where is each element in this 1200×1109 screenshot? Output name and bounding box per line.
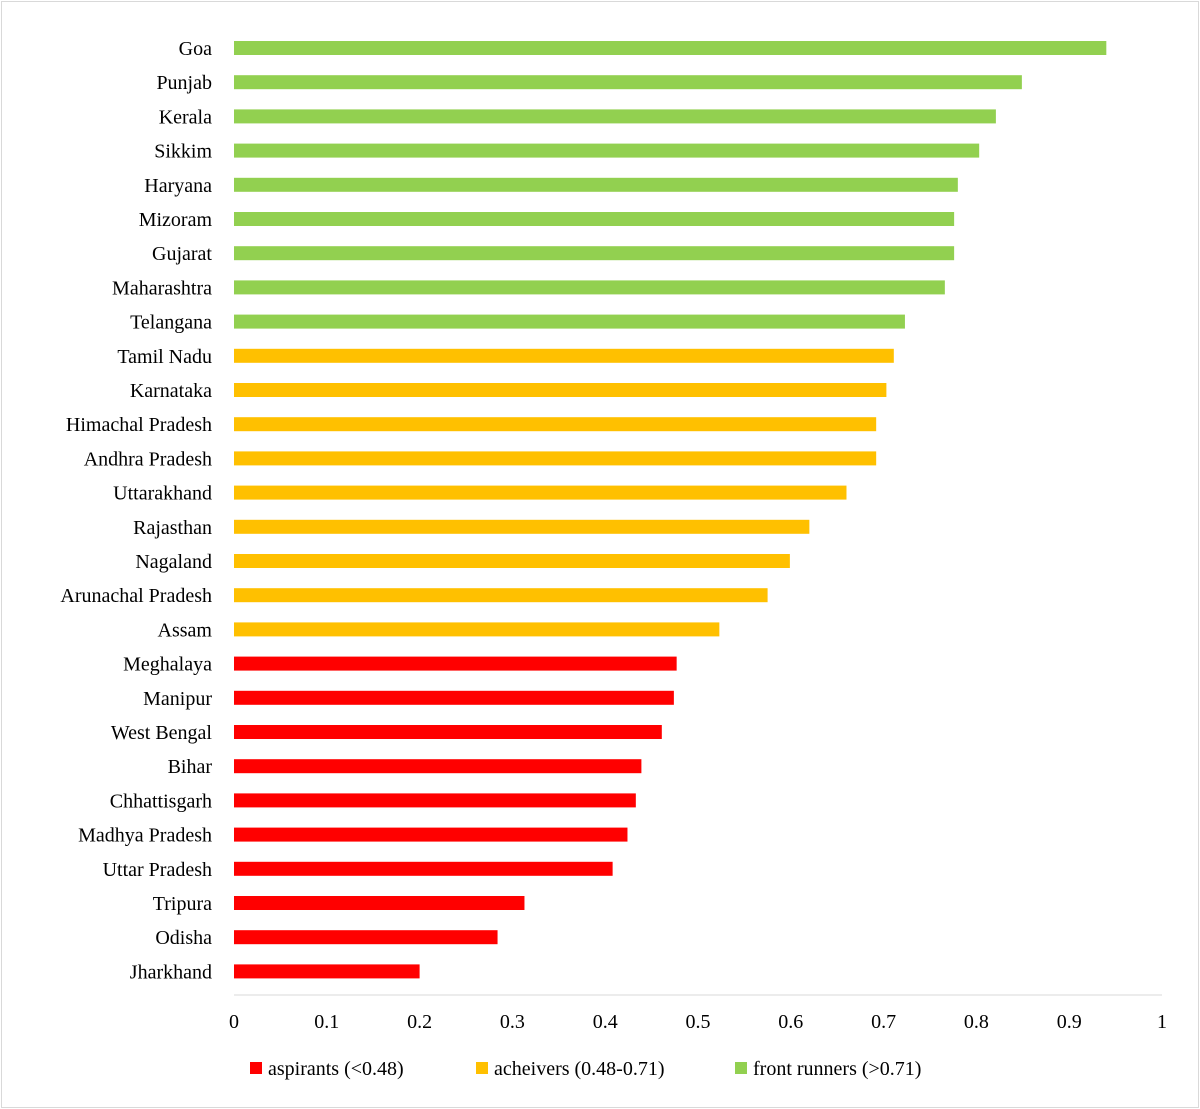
x-tick-label: 0.2 [407, 1011, 432, 1033]
category-label: Odisha [155, 927, 212, 949]
category-label: Himachal Pradesh [66, 414, 212, 436]
bar [234, 314, 905, 329]
bar [234, 177, 958, 192]
bar [234, 143, 980, 158]
category-label: Chhattisgarh [110, 790, 212, 812]
category-label: Tamil Nadu [117, 346, 212, 368]
bar [234, 690, 674, 705]
bar [234, 417, 877, 432]
category-label: Tripura [153, 893, 212, 915]
bar [234, 896, 525, 910]
category-label: Mizoram [139, 209, 213, 231]
bar [234, 348, 894, 363]
category-label: Karnataka [130, 380, 212, 402]
bar [234, 41, 1107, 55]
bar [234, 75, 1022, 90]
category-label: Meghalaya [123, 654, 212, 676]
bar [234, 280, 945, 295]
category-label: Sikkim [154, 141, 212, 163]
legend-swatch [250, 1062, 262, 1074]
category-label: Arunachal Pradesh [60, 585, 212, 607]
x-tick-label: 0.9 [1057, 1011, 1082, 1033]
category-label: Jharkhand [130, 961, 212, 983]
category-label: Gujarat [152, 243, 212, 265]
x-tick-label: 0.5 [686, 1011, 711, 1033]
category-label: Andhra Pradesh [84, 448, 212, 470]
x-axis-ticks: 0 0.1 0.2 0.3 0.4 0.5 0.6 0.7 0.8 0.9 1 [229, 1011, 1167, 1033]
x-tick-label: 0.3 [500, 1011, 525, 1033]
bar [234, 656, 677, 671]
category-label: Kerala [159, 106, 212, 128]
bar [234, 212, 955, 226]
bar [234, 793, 636, 808]
legend: aspirants (<0.48) acheivers (0.48-0.71) fr… [250, 1058, 921, 1080]
bar [234, 964, 420, 979]
x-tick-label: 0.4 [593, 1011, 618, 1033]
bar [234, 383, 887, 397]
bar [234, 519, 810, 534]
category-label: Manipur [143, 688, 212, 710]
legend-label: acheivers (0.48-0.71) [494, 1058, 665, 1080]
bar [234, 485, 847, 500]
category-label: Rajasthan [133, 517, 212, 539]
x-tick-label: 1 [1157, 1011, 1167, 1033]
bar [234, 588, 768, 603]
bar [234, 246, 955, 261]
category-label: Haryana [144, 175, 212, 197]
bar [234, 759, 642, 774]
category-label: West Bengal [111, 722, 213, 744]
x-tick-label: 0.1 [314, 1011, 339, 1033]
legend-label: front runners (>0.71) [753, 1058, 921, 1080]
category-label: Goa [179, 38, 212, 60]
bar [234, 451, 877, 466]
legend-label: aspirants (<0.48) [268, 1058, 404, 1080]
category-label: Maharashtra [112, 277, 212, 299]
category-label: Uttar Pradesh [103, 859, 212, 881]
category-label: Nagaland [135, 551, 212, 573]
category-label: Uttarakhand [113, 483, 212, 505]
x-tick-label: 0.8 [964, 1011, 989, 1033]
x-tick-label: 0.6 [778, 1011, 803, 1033]
bar [234, 554, 790, 568]
category-label: Bihar [168, 756, 213, 778]
legend-swatch [735, 1062, 747, 1074]
category-labels: Goa Punjab Kerala Sikkim Haryana Mizoram Gujar… [60, 38, 212, 983]
legend-swatch [476, 1062, 488, 1074]
bar [234, 725, 662, 739]
bar [234, 861, 613, 876]
category-label: Telangana [130, 312, 212, 334]
x-tick-label: 0.7 [871, 1011, 896, 1033]
bar [234, 109, 996, 124]
bar [234, 930, 498, 945]
bar [234, 622, 720, 637]
x-tick-label: 0 [229, 1011, 239, 1033]
bars-group [234, 41, 1107, 979]
category-label: Assam [158, 619, 213, 641]
category-label: Punjab [156, 72, 212, 94]
category-label: Madhya Pradesh [78, 825, 212, 847]
bar [234, 827, 628, 842]
